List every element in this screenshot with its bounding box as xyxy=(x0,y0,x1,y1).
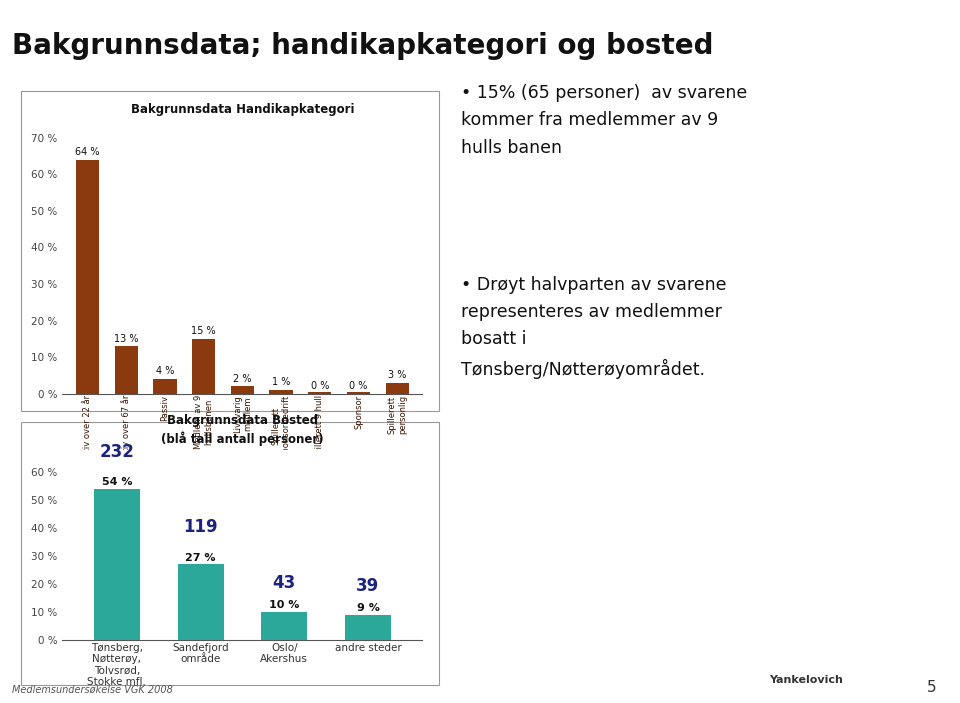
Bar xyxy=(270,390,293,394)
Text: 13 %: 13 % xyxy=(114,334,138,344)
Text: 232: 232 xyxy=(100,443,134,461)
Title: Bakgrunnsdata Handikapkategori: Bakgrunnsdata Handikapkategori xyxy=(131,103,354,115)
Text: 15 %: 15 % xyxy=(191,326,216,336)
Bar xyxy=(76,160,99,394)
Text: 0 %: 0 % xyxy=(311,381,329,391)
Text: 27 %: 27 % xyxy=(185,553,216,562)
Title: Bakgrunnsdata Bosted
(blå tall antall personer): Bakgrunnsdata Bosted (blå tall antall pe… xyxy=(161,414,324,446)
Bar xyxy=(308,392,331,394)
Bar xyxy=(192,339,215,394)
Bar xyxy=(347,392,371,394)
Text: 54 %: 54 % xyxy=(102,477,132,487)
Bar xyxy=(114,346,138,394)
Text: Medlemsundersøkelse VGK 2008: Medlemsundersøkelse VGK 2008 xyxy=(12,685,173,695)
Text: • Drøyt halvparten av svarene
representeres av medlemmer
bosatt i
Tønsberg/Nøtte: • Drøyt halvparten av svarene represente… xyxy=(461,276,727,379)
Text: 1 %: 1 % xyxy=(272,378,290,387)
Bar xyxy=(230,387,254,394)
Bar xyxy=(94,489,140,640)
Text: 9 %: 9 % xyxy=(356,603,379,613)
Text: 43: 43 xyxy=(273,574,296,592)
Text: 2 %: 2 % xyxy=(233,374,252,384)
Bar xyxy=(178,565,224,640)
Text: 10 %: 10 % xyxy=(269,600,300,610)
Bar xyxy=(345,614,391,640)
Bar xyxy=(154,379,177,394)
Bar xyxy=(386,382,409,394)
Text: 39: 39 xyxy=(356,577,379,595)
Text: • 15% (65 personer)  av svarene
kommer fra medlemmer av 9
hulls banen: • 15% (65 personer) av svarene kommer fr… xyxy=(461,84,747,157)
Text: Yankelovich: Yankelovich xyxy=(770,676,843,685)
Text: 64 %: 64 % xyxy=(75,147,100,157)
Text: 5: 5 xyxy=(926,680,936,695)
Text: 4 %: 4 % xyxy=(156,366,174,377)
Text: 0 %: 0 % xyxy=(349,381,368,391)
Text: Bakgrunnsdata; handikapkategori og bosted: Bakgrunnsdata; handikapkategori og boste… xyxy=(12,32,713,60)
Text: 3 %: 3 % xyxy=(388,370,406,380)
Text: 119: 119 xyxy=(183,518,218,536)
Bar xyxy=(261,612,307,640)
